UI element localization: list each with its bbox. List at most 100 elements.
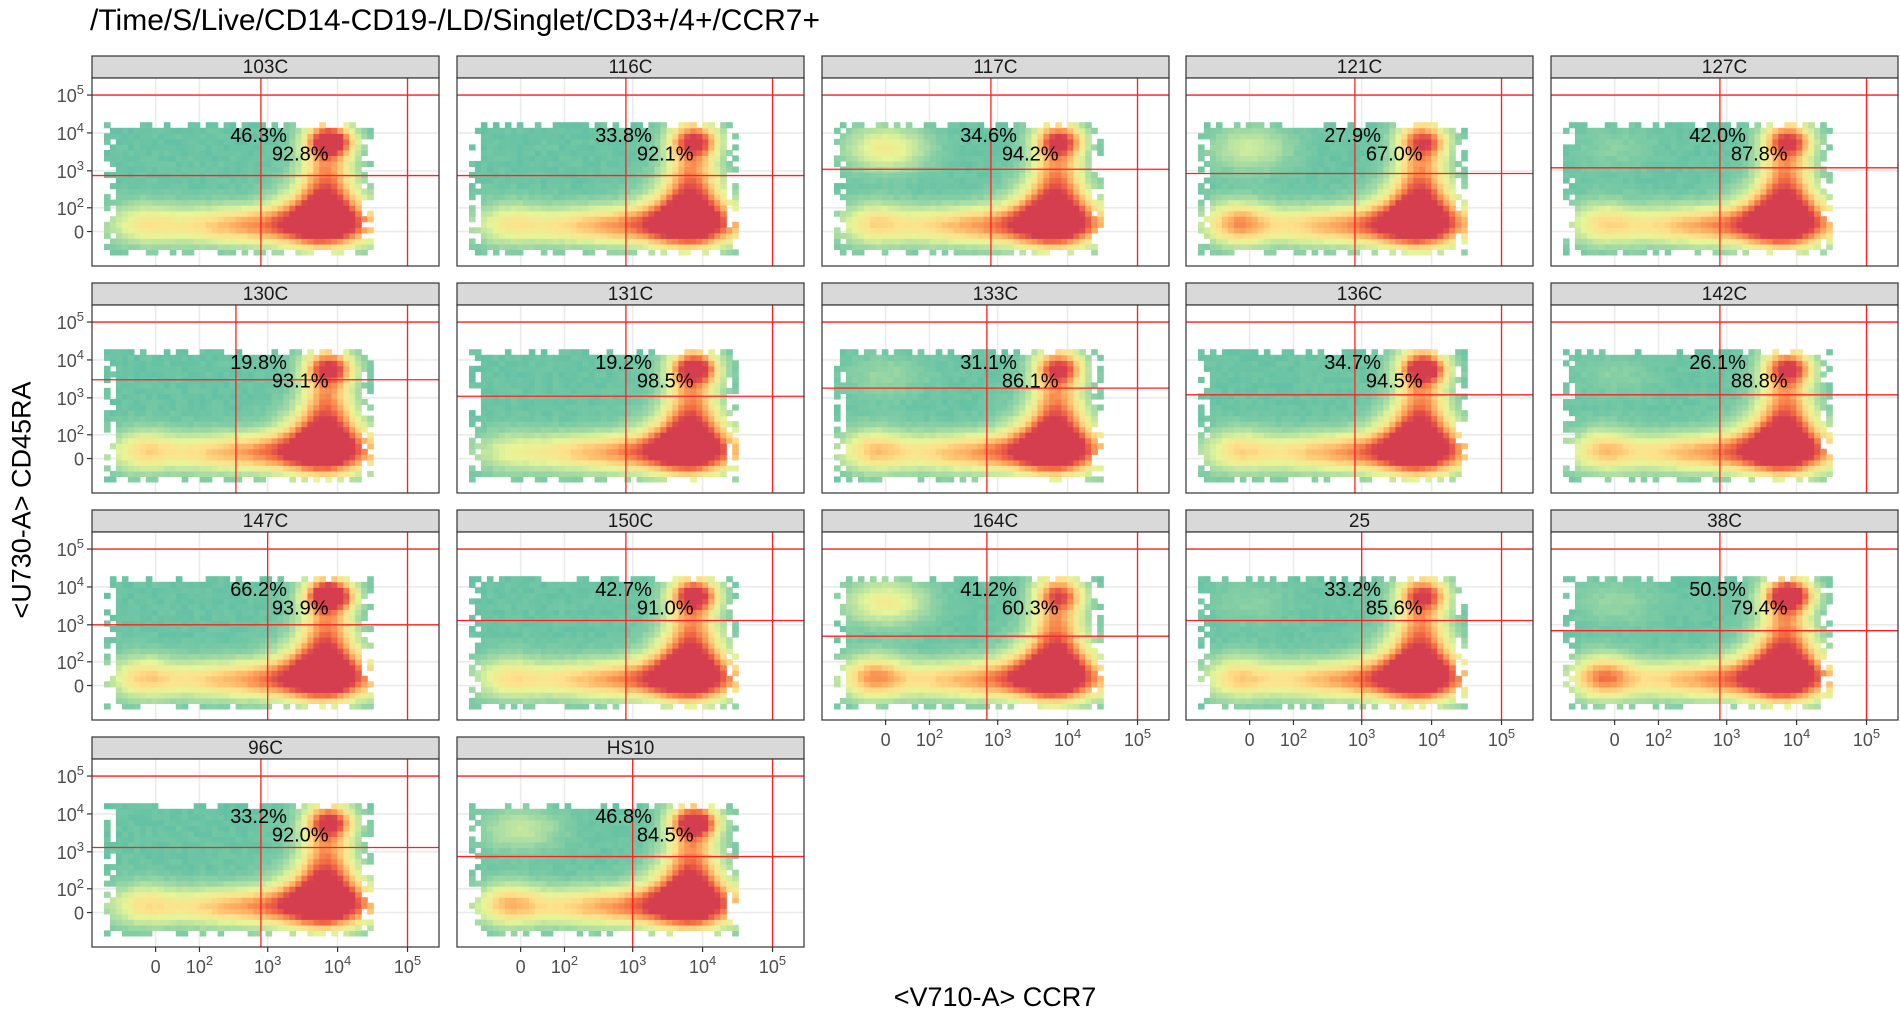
density-cell	[1317, 210, 1325, 217]
density-cell	[917, 210, 925, 217]
density-cell	[1790, 243, 1797, 250]
density-cell	[199, 138, 207, 145]
density-cell	[1724, 221, 1732, 228]
density-cell	[1037, 216, 1044, 223]
density-cell	[1233, 177, 1241, 184]
density-cell	[1275, 149, 1283, 156]
density-cell	[875, 144, 883, 151]
density-cell	[947, 138, 955, 145]
density-cell	[343, 194, 350, 201]
density-cell	[145, 122, 153, 129]
density-cell	[1598, 199, 1606, 206]
density-cell	[1586, 155, 1594, 162]
density-cell	[223, 221, 231, 228]
density-cell	[283, 166, 290, 173]
density-cell	[1682, 133, 1690, 140]
density-cell	[1718, 188, 1726, 195]
density-heatmap	[1563, 122, 1833, 256]
density-cell	[905, 122, 913, 129]
density-cell	[259, 155, 267, 162]
density-cell	[708, 205, 715, 212]
density-cell	[1395, 205, 1402, 212]
density-cell	[1616, 188, 1624, 195]
density-cell	[636, 205, 644, 212]
density-cell	[1215, 172, 1223, 179]
density-cell	[313, 205, 320, 212]
density-cell	[1031, 160, 1038, 167]
density-cell	[660, 149, 667, 156]
density-cell	[265, 166, 273, 173]
density-cell	[1622, 199, 1630, 206]
density-cell	[1299, 238, 1307, 245]
density-cell	[319, 133, 326, 140]
density-cell	[1353, 155, 1361, 162]
density-cell	[570, 177, 578, 184]
density-cell	[1198, 227, 1205, 234]
density-cell	[1784, 138, 1791, 145]
density-cell	[1431, 127, 1438, 134]
density-cell	[1323, 243, 1331, 250]
density-cell	[576, 133, 584, 140]
density-cell	[1604, 188, 1612, 195]
density-cell	[121, 232, 129, 239]
density-cell	[1628, 227, 1636, 234]
density-cell	[1688, 205, 1696, 212]
density-cell	[582, 122, 590, 129]
density-cell	[1061, 133, 1068, 140]
density-cell	[361, 249, 368, 256]
density-cell	[893, 172, 901, 179]
density-cell	[1742, 166, 1749, 173]
density-cell	[187, 166, 195, 173]
density-cell	[1449, 232, 1456, 239]
density-cell	[558, 133, 566, 140]
density-cell	[720, 160, 727, 167]
density-cell	[1245, 227, 1253, 234]
density-cell	[1215, 177, 1223, 184]
density-cell	[594, 133, 602, 140]
density-cell	[1275, 205, 1283, 212]
density-cell	[923, 238, 931, 245]
density-cell	[612, 138, 620, 145]
density-cell	[1341, 160, 1349, 167]
density-cell	[492, 133, 500, 140]
density-cell	[1209, 232, 1217, 239]
density-cell	[1736, 183, 1744, 190]
density-cell	[1718, 194, 1726, 201]
density-cell	[1031, 227, 1038, 234]
density-cell	[1281, 194, 1289, 201]
density-cell	[923, 188, 931, 195]
density-cell	[1437, 210, 1444, 217]
density-cell	[1736, 160, 1744, 167]
density-cell	[1293, 210, 1301, 217]
density-cell	[1079, 188, 1086, 195]
density-cell	[594, 210, 602, 217]
density-cell	[953, 205, 961, 212]
density-cell	[1604, 127, 1612, 134]
density-cell	[1407, 155, 1414, 162]
density-cell	[1341, 133, 1349, 140]
density-cell	[690, 177, 697, 184]
density-cell	[618, 160, 626, 167]
density-cell	[104, 243, 111, 250]
density-cell	[1203, 227, 1211, 234]
density-cell	[654, 221, 661, 228]
density-cell	[654, 144, 661, 151]
density-cell	[229, 122, 237, 129]
density-cell	[1085, 144, 1092, 151]
density-cell	[1007, 199, 1015, 206]
density-cell	[971, 149, 979, 156]
density-cell	[1085, 205, 1092, 212]
density-cell	[1335, 232, 1343, 239]
density-cell	[726, 149, 733, 156]
density-cell	[1592, 194, 1600, 201]
density-cell	[606, 194, 614, 201]
density-cell	[522, 177, 530, 184]
density-cell	[229, 144, 237, 151]
density-cell	[1389, 138, 1396, 145]
density-cell	[929, 232, 937, 239]
density-cell	[469, 144, 476, 151]
density-cell	[486, 188, 494, 195]
density-cell	[1592, 160, 1600, 167]
density-cell	[678, 160, 685, 167]
density-cell	[666, 221, 673, 228]
